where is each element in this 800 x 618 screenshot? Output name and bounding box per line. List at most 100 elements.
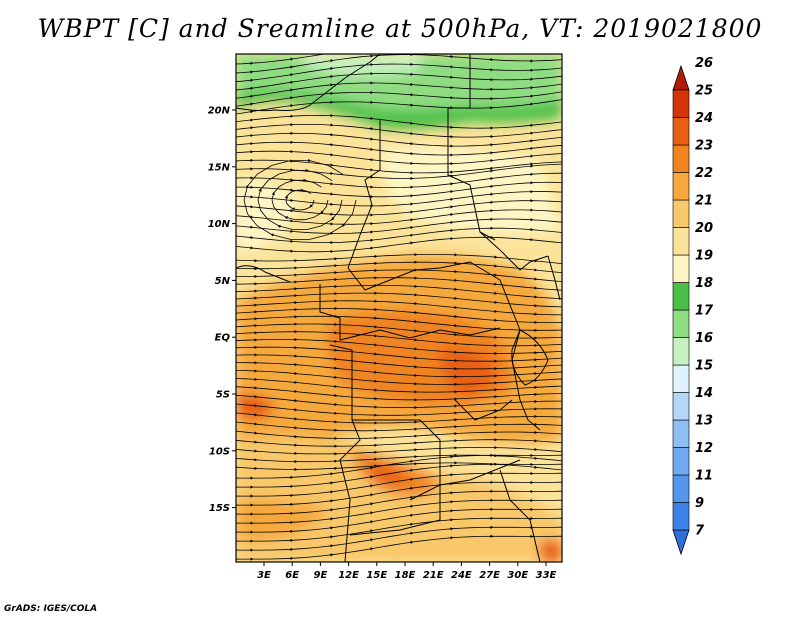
colorbar-label: 9	[695, 496, 704, 511]
lat-tick-label: 10N	[208, 219, 231, 230]
colorbar-label: 20	[695, 221, 713, 236]
colorbar: 7 9 11 12 13 14 15 16 17 18 19 20 21 22 23 24 25 26	[672, 56, 714, 556]
lon-tick-label: 12E	[338, 570, 359, 581]
colorbar-segment	[672, 364, 690, 393]
colorbar-label: 25	[695, 84, 713, 99]
streamline	[236, 124, 562, 138]
colorbar-label: 22	[695, 166, 713, 181]
streamline	[236, 454, 562, 463]
colorbar-label: 23	[695, 139, 713, 154]
colorbar-segment	[672, 502, 690, 531]
streamlines	[236, 46, 562, 561]
streamline	[243, 160, 357, 240]
colorbar-segment	[672, 474, 690, 503]
colorbar-label: 21	[695, 194, 713, 209]
colorbar-segment	[672, 419, 690, 448]
colorbar-label: 17	[695, 304, 714, 319]
streamline	[236, 454, 562, 479]
streamline	[236, 339, 562, 354]
lon-tick-label: 3E	[257, 570, 271, 581]
streamline	[236, 354, 562, 370]
streamline	[236, 141, 562, 156]
colorbar-max-triangle	[672, 64, 690, 91]
streamline	[236, 447, 562, 455]
wbpt-shading	[236, 54, 562, 562]
streamline	[236, 159, 562, 174]
streamline	[236, 172, 562, 189]
streamline	[236, 499, 562, 524]
colorbar-min-triangle	[672, 529, 690, 556]
streamline	[236, 421, 562, 432]
streamline	[236, 490, 562, 515]
lat-tick-label: 5N	[215, 276, 231, 287]
colorbar-segment	[672, 117, 690, 146]
streamline	[271, 179, 329, 221]
colorbar-segment	[672, 227, 690, 256]
streamline	[236, 269, 562, 282]
colorbar-segment	[672, 282, 690, 311]
country-borders	[236, 54, 561, 562]
colorbar-segment	[672, 199, 690, 228]
colorbar-label: 26	[695, 56, 713, 71]
streamline	[236, 191, 562, 207]
streamline-arrow	[442, 46, 452, 47]
streamline	[236, 323, 562, 339]
colorbar-label: 15	[695, 359, 713, 374]
streamline	[236, 346, 562, 362]
streamline	[257, 170, 343, 230]
map-frame	[235, 53, 563, 563]
streamline	[236, 481, 562, 506]
lon-tick-label: 15E	[366, 570, 387, 581]
streamline	[236, 236, 562, 253]
colorbar-label: 18	[695, 276, 713, 291]
colorbar-segment	[672, 309, 690, 338]
streamline	[236, 227, 562, 243]
streamline	[236, 218, 562, 234]
lon-tick-label: 9E	[314, 570, 328, 581]
streamline	[236, 277, 562, 291]
streamline-arrow	[482, 49, 492, 50]
streamline	[236, 99, 562, 115]
streamline	[236, 200, 562, 216]
lat-tick-label: 5S	[216, 390, 230, 401]
colorbar-segment	[672, 447, 690, 476]
streamline	[236, 261, 562, 274]
streamline	[236, 472, 562, 497]
streamline	[236, 91, 562, 107]
streamline	[236, 362, 562, 378]
colorbar-segment	[672, 144, 690, 173]
lat-tick-label: 15S	[209, 503, 230, 514]
streamline	[236, 535, 562, 560]
colorbar-label: 13	[695, 414, 713, 429]
streamline	[236, 394, 562, 408]
streamline	[236, 526, 562, 551]
streamline	[236, 209, 562, 225]
colorbar-label: 16	[695, 331, 713, 346]
streamline	[236, 181, 562, 198]
colorbar-label: 12	[695, 441, 713, 456]
streamline	[236, 308, 562, 323]
streamline	[236, 412, 562, 424]
colorbar-label: 7	[695, 524, 705, 539]
latitude-axis: 20N 15N 10N 5N EQ 5S 10S 15S	[208, 106, 236, 514]
lon-tick-label: 27E	[479, 570, 500, 581]
colorbar-segment	[672, 254, 690, 283]
streamline	[236, 463, 562, 488]
lon-tick-label: 18E	[395, 570, 416, 581]
streamline	[236, 508, 562, 533]
streamline-arrow	[362, 47, 372, 48]
lon-tick-label: 21E	[423, 570, 444, 581]
streamline	[236, 73, 562, 91]
streamline	[236, 292, 562, 308]
streamline	[236, 54, 562, 74]
lat-tick-label: EQ	[215, 333, 231, 344]
colorbar-label: 14	[695, 386, 713, 401]
streamline	[236, 370, 562, 385]
streamline	[236, 63, 562, 83]
colorbar-label: 24	[695, 111, 713, 126]
streamline	[236, 163, 562, 179]
longitude-axis: 3E 6E 9E 12E 15E 18E 21E 24E 27E 30E 33E	[257, 562, 557, 581]
chart-title: WBPT [C] and Sreamline at 500hPa, VT: 20…	[37, 14, 763, 43]
lon-tick-label: 30E	[507, 570, 528, 581]
